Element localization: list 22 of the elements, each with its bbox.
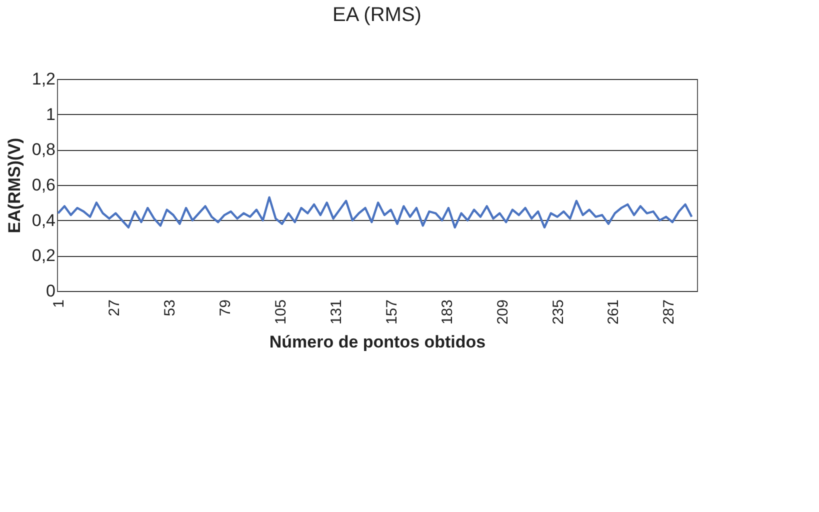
y-tick-label: 0,6 xyxy=(32,176,56,194)
x-tick-label: 209 xyxy=(494,300,512,325)
x-tick-label: 79 xyxy=(216,300,234,316)
y-tick-label: 0,4 xyxy=(32,210,56,230)
x-tick-label: 235 xyxy=(550,300,567,325)
chart-title: EA (RMS) xyxy=(332,4,422,26)
x-tick-label: 27 xyxy=(106,300,124,316)
line-series xyxy=(56,196,693,228)
x-axis-title: Número de pontos obtidos xyxy=(269,332,486,352)
y-tick-label: 0,8 xyxy=(32,140,56,160)
x-tick-label: 105 xyxy=(272,300,290,325)
x-tick-label: 183 xyxy=(438,300,456,325)
x-tick-label: 287 xyxy=(660,300,678,325)
y-tick-label: 0 xyxy=(46,282,56,300)
y-tick-label: 0,2 xyxy=(32,246,56,266)
x-tick-label: 261 xyxy=(605,300,622,325)
x-tick-label: 131 xyxy=(328,300,345,325)
y-tick-label: 1,2 xyxy=(32,70,56,88)
x-tick-label: 157 xyxy=(383,300,400,325)
y-axis-title: EA(RMS)(V) xyxy=(4,138,24,234)
x-tick-label: 53 xyxy=(162,300,178,316)
y-tick-label: 1 xyxy=(46,104,56,124)
